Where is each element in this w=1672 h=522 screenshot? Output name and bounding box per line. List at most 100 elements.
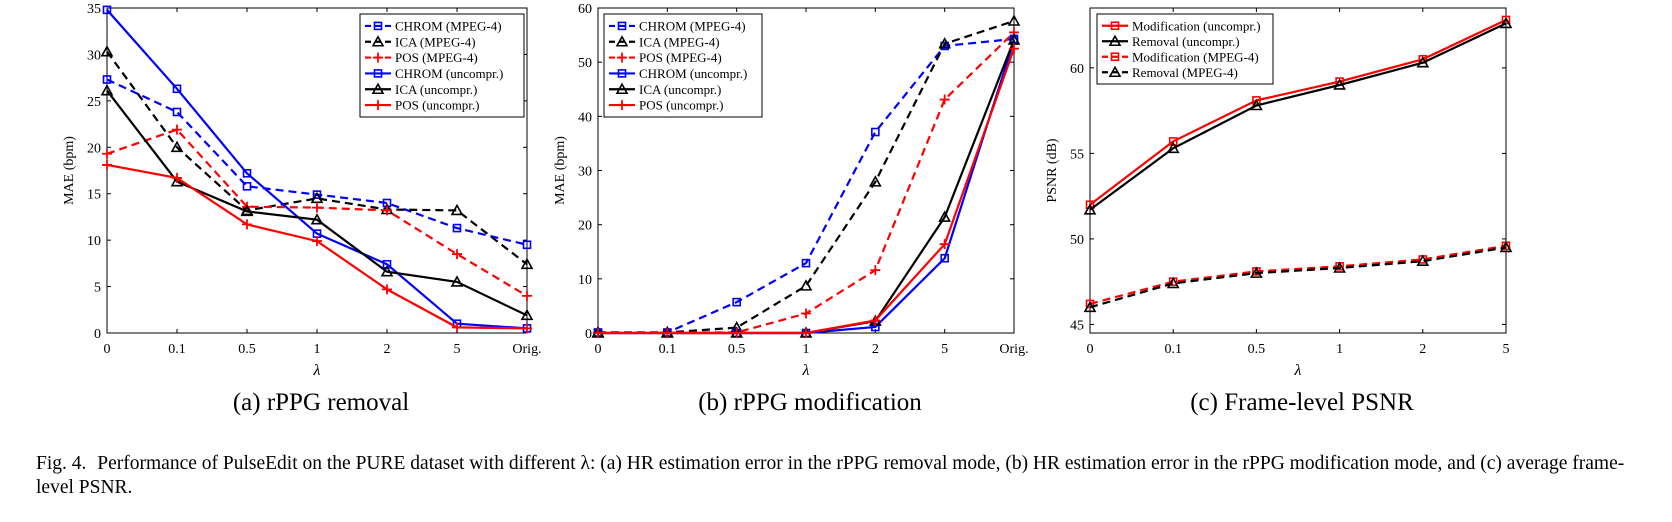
x-axis-label: λ: [1294, 362, 1302, 379]
y-tick-label: 0: [94, 327, 101, 342]
legend-label: ICA (uncompr.): [395, 82, 477, 97]
data-point: [172, 124, 182, 135]
series-line: [106, 128, 528, 297]
legend-label: Removal (uncompr.): [1132, 34, 1240, 49]
y-tick-label: 45: [1070, 318, 1084, 333]
series-line: [1089, 22, 1507, 211]
data-point: [938, 210, 952, 222]
legend-label: CHROM (uncompr.): [395, 66, 503, 81]
legend: Modification (uncompr.)Removal (uncompr.…: [1096, 13, 1274, 85]
data-point: [871, 127, 880, 137]
legend-marker: [1110, 21, 1120, 31]
legend-marker: [371, 35, 385, 47]
data-point: [452, 322, 462, 333]
data-point: [100, 44, 114, 57]
data-point: [100, 83, 114, 96]
data-point: [382, 205, 392, 216]
y-tick-label: 15: [87, 188, 101, 203]
chart-panel-2: 0 0.1 0.5 1 2 5 Orig. 0 10 20 30 40 50 60 λ MAE (bpm) (b…: [553, 2, 1029, 416]
y-axis-label: MAE (bpm): [553, 136, 568, 205]
legend-label: POS (uncompr.): [395, 98, 480, 113]
data-point: [1252, 96, 1261, 105]
data-point: [242, 181, 252, 191]
series-3: [1085, 241, 1511, 309]
x-tick-label: 2: [1419, 342, 1426, 357]
x-tick-label: 0.1: [659, 342, 677, 357]
data-point: [310, 213, 324, 225]
data-point: [731, 328, 742, 338]
x-tick-label: 1: [314, 342, 321, 357]
data-point: [382, 284, 392, 295]
data-point: [172, 107, 182, 117]
data-point: [172, 84, 182, 94]
legend-marker: [617, 69, 627, 78]
series-line: [1089, 244, 1507, 305]
legend-marker: [615, 82, 629, 95]
legend-label: ICA (MPEG-4): [639, 34, 720, 49]
data-point: [522, 323, 532, 334]
data-point: [801, 328, 811, 338]
caption-label: Fig. 4.: [36, 453, 87, 474]
data-point: [732, 297, 741, 307]
data-point: [312, 236, 322, 247]
legend-marker: [1108, 65, 1122, 78]
x-tick-label: 1: [803, 342, 810, 357]
x-tick-label: 0.5: [1248, 342, 1266, 357]
y-tick-label: 50: [578, 56, 592, 71]
legend-marker: [617, 52, 627, 63]
data-point: [522, 290, 532, 301]
data-point: [520, 308, 534, 321]
series-6: [102, 159, 532, 334]
x-tick-label: 5: [941, 342, 948, 357]
x-tick-label: 5: [1503, 342, 1510, 357]
data-point: [172, 172, 182, 183]
data-point: [1499, 240, 1513, 253]
data-point: [593, 328, 603, 338]
legend-label: Modification (MPEG-4): [1132, 49, 1259, 64]
subplot-title: (b) rPPG modification: [698, 389, 922, 416]
y-tick-label: 40: [578, 110, 592, 125]
x-tick-label: 0.5: [238, 342, 256, 357]
legend-marker: [1110, 52, 1120, 62]
subplot-title: (a) rPPG removal: [233, 389, 409, 416]
legend-marker: [617, 21, 627, 31]
y-tick-label: 50: [1070, 233, 1084, 248]
x-tick-label: Orig.: [512, 342, 541, 357]
legend-label: CHROM (uncompr.): [639, 66, 747, 81]
data-point: [170, 174, 184, 187]
y-tick-label: 20: [578, 219, 592, 234]
data-point: [312, 190, 322, 199]
x-tick-label: 0: [1087, 342, 1094, 357]
x-tick-label: 0.1: [168, 342, 186, 357]
legend: CHROM (MPEG-4)ICA (MPEG-4)POS (MPEG-4)CH…: [603, 13, 763, 118]
y-tick-label: 25: [87, 95, 101, 110]
data-point: [868, 175, 882, 187]
caption-text: Performance of PulseEdit on the PURE dat…: [36, 453, 1625, 498]
data-point: [452, 223, 462, 233]
series-6: [593, 43, 1019, 338]
data-point: [870, 315, 881, 326]
y-tick-label: 55: [1070, 147, 1084, 162]
legend-box: [603, 13, 763, 118]
x-axis-label: λ: [313, 362, 321, 379]
series-4: [1083, 240, 1513, 313]
legend-box: [359, 13, 525, 118]
x-tick-label: 1: [1336, 342, 1343, 357]
legend-marker: [373, 21, 383, 31]
data-point: [1007, 14, 1021, 26]
data-point: [940, 253, 949, 263]
data-point: [1085, 200, 1095, 210]
legend: CHROM (MPEG-4)ICA (MPEG-4)POS (MPEG-4)CH…: [359, 13, 525, 118]
series-3: [102, 124, 532, 301]
x-tick-label: Orig.: [999, 342, 1028, 357]
legend-label: CHROM (MPEG-4): [395, 18, 502, 33]
data-point: [939, 94, 950, 105]
data-point: [380, 265, 394, 277]
data-point: [662, 328, 673, 338]
y-tick-label: 20: [87, 141, 101, 156]
y-tick-label: 30: [87, 48, 101, 63]
data-point: [1085, 299, 1095, 309]
data-point: [102, 159, 112, 170]
